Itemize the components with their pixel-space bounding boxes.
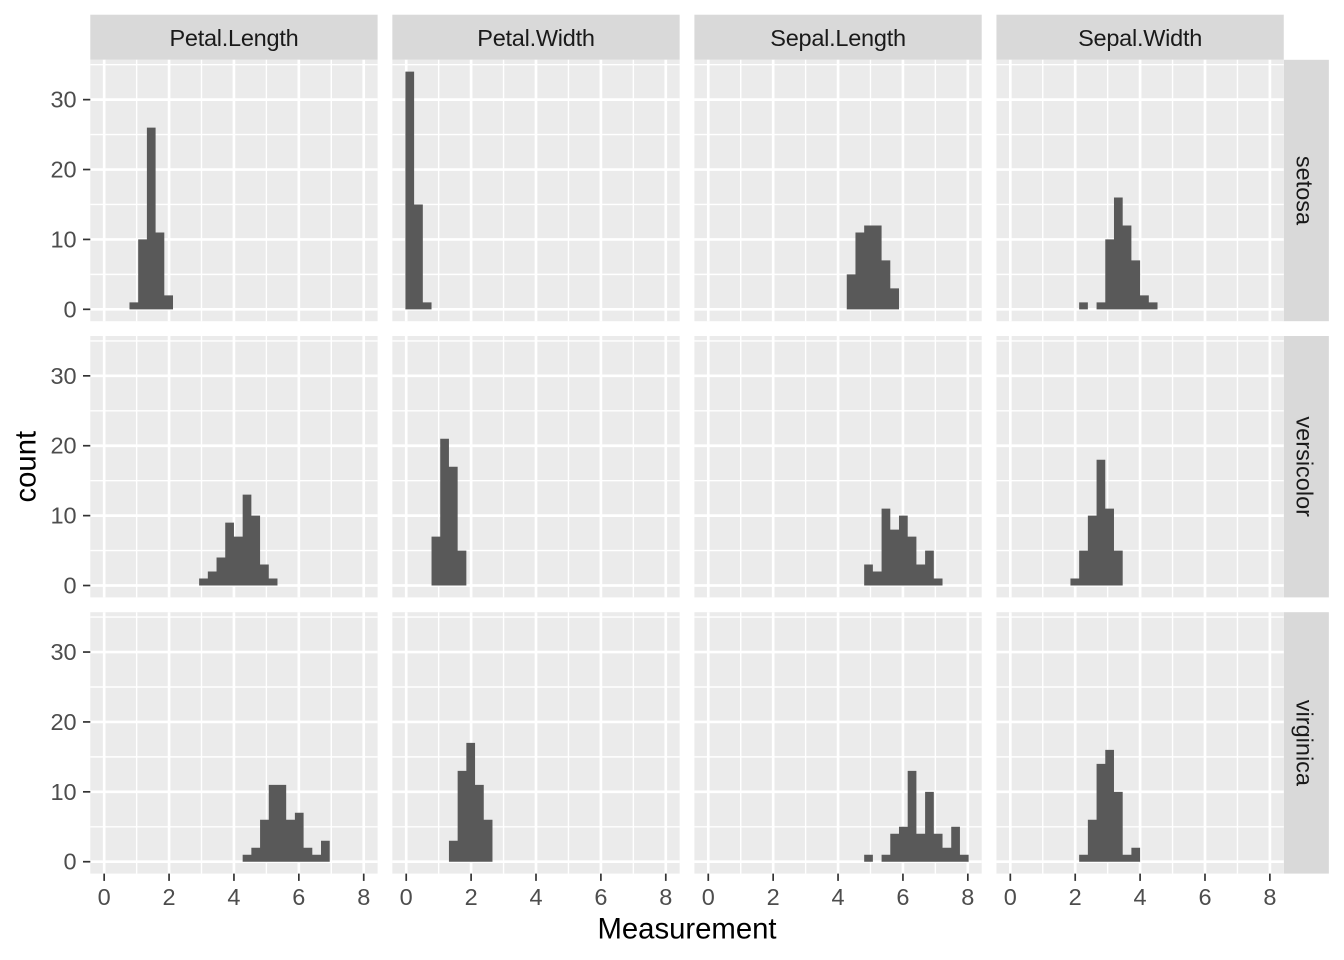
svg-text:versicolor: versicolor: [1292, 416, 1318, 517]
svg-text:0: 0: [64, 573, 77, 599]
svg-text:0: 0: [400, 884, 413, 910]
svg-text:4: 4: [832, 884, 845, 910]
svg-text:8: 8: [659, 884, 672, 910]
svg-text:Sepal.Width: Sepal.Width: [1078, 25, 1202, 51]
svg-text:6: 6: [292, 884, 305, 910]
svg-text:0: 0: [702, 884, 715, 910]
svg-text:8: 8: [961, 884, 974, 910]
svg-text:Petal.Width: Petal.Width: [477, 25, 594, 51]
svg-text:0: 0: [64, 849, 77, 875]
svg-text:8: 8: [357, 884, 370, 910]
svg-text:4: 4: [529, 884, 542, 910]
svg-text:2: 2: [767, 884, 780, 910]
svg-text:0: 0: [64, 296, 77, 322]
svg-text:count: count: [10, 431, 43, 503]
svg-text:virginica: virginica: [1292, 700, 1318, 787]
svg-text:30: 30: [50, 87, 76, 113]
svg-text:Sepal.Length: Sepal.Length: [770, 25, 906, 51]
svg-text:20: 20: [50, 157, 76, 183]
svg-text:30: 30: [50, 639, 76, 665]
svg-text:2: 2: [163, 884, 176, 910]
svg-text:Petal.Length: Petal.Length: [169, 25, 298, 51]
svg-text:10: 10: [50, 226, 76, 252]
svg-text:6: 6: [896, 884, 909, 910]
svg-text:Measurement: Measurement: [597, 912, 776, 945]
svg-text:30: 30: [50, 363, 76, 389]
svg-text:8: 8: [1263, 884, 1276, 910]
svg-text:4: 4: [227, 884, 240, 910]
svg-text:2: 2: [465, 884, 478, 910]
svg-text:6: 6: [1198, 884, 1211, 910]
svg-text:20: 20: [50, 709, 76, 735]
svg-text:4: 4: [1134, 884, 1147, 910]
svg-text:20: 20: [50, 433, 76, 459]
svg-text:2: 2: [1069, 884, 1082, 910]
svg-text:0: 0: [1004, 884, 1017, 910]
svg-text:10: 10: [50, 503, 76, 529]
svg-text:6: 6: [594, 884, 607, 910]
svg-text:0: 0: [98, 884, 111, 910]
svg-text:setosa: setosa: [1292, 156, 1318, 226]
svg-text:10: 10: [50, 779, 76, 805]
